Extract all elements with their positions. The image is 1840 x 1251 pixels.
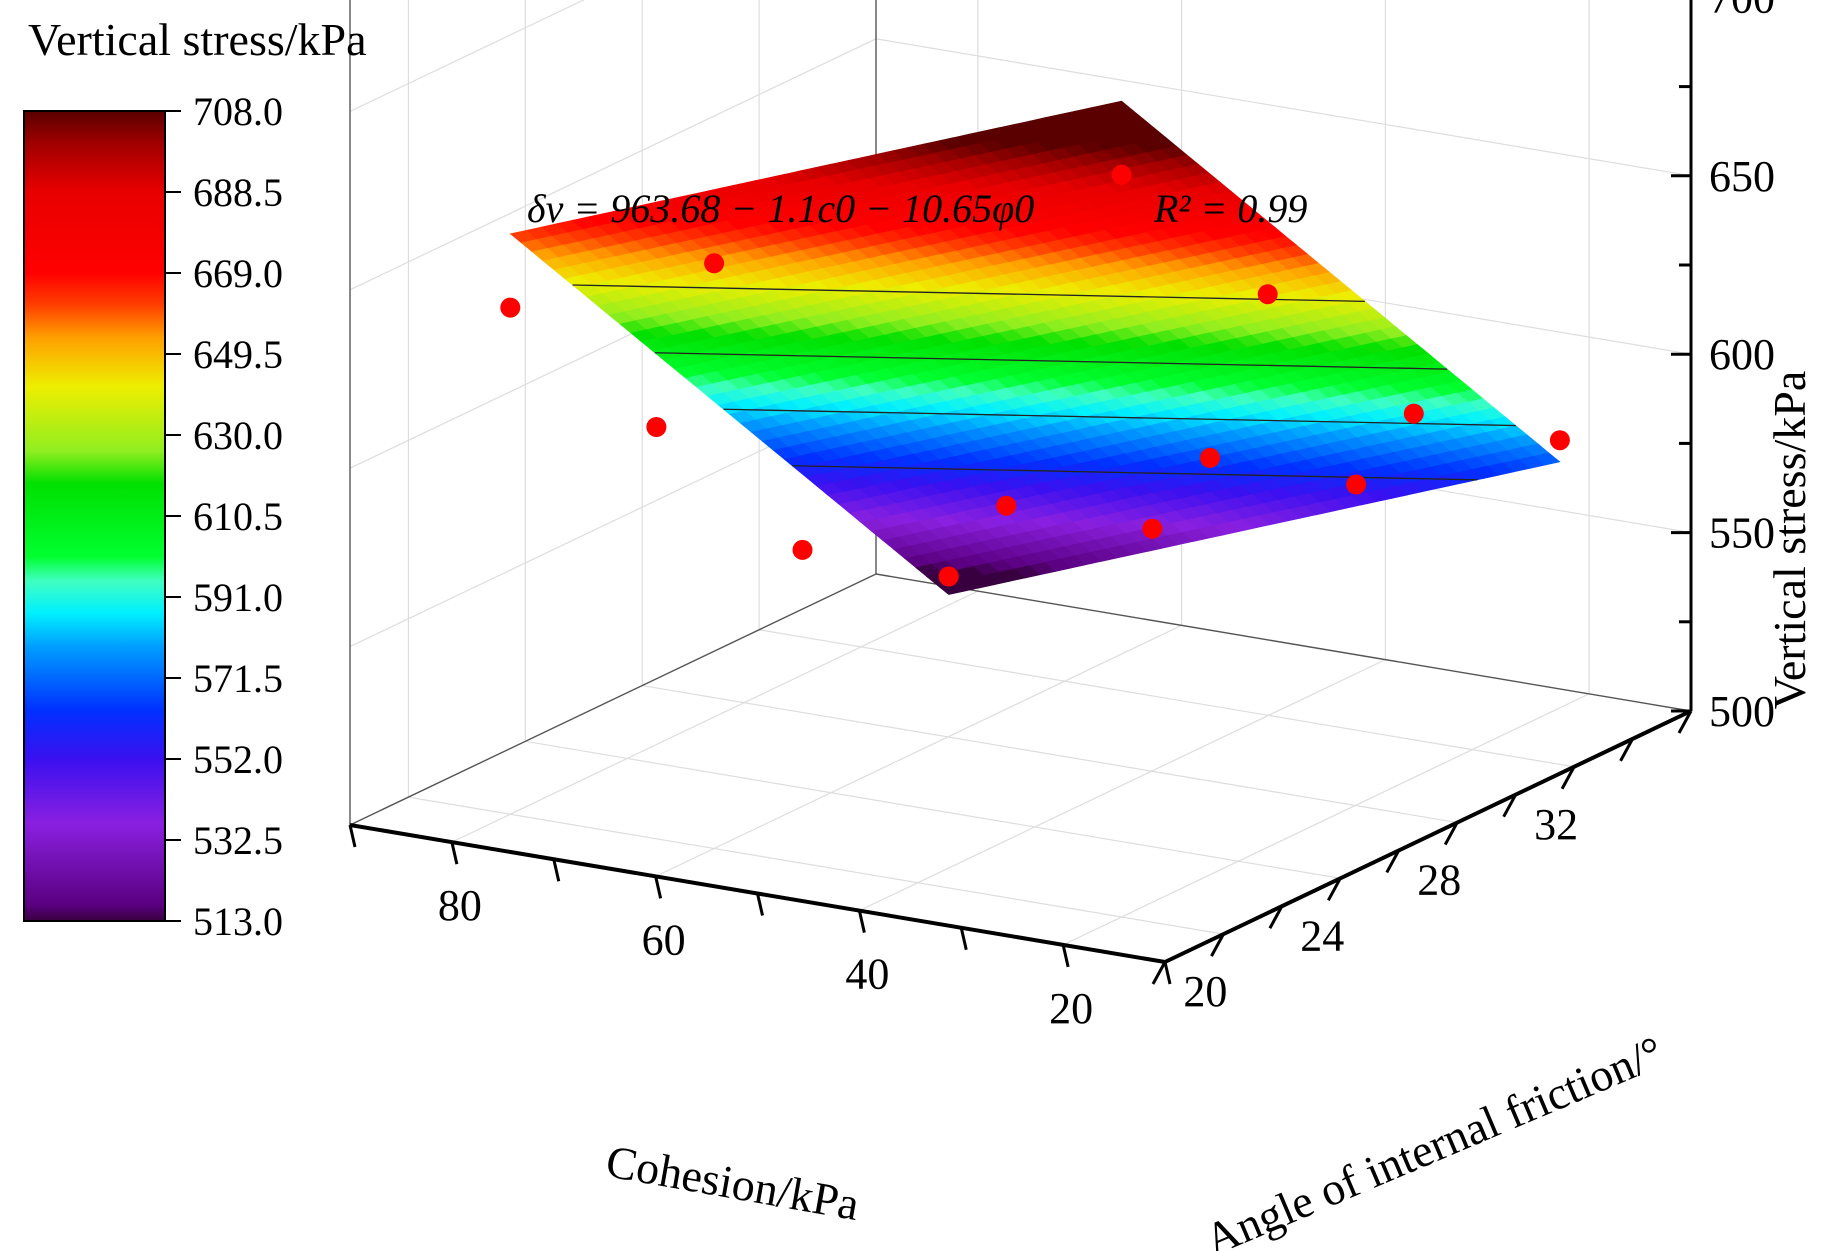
- cohesion-tick-mark: [756, 893, 764, 916]
- data-point: [646, 417, 667, 437]
- colorbar-title: Vertical stress/kPa: [28, 14, 367, 65]
- grid-line: [655, 624, 1182, 877]
- friction-tick-mark: [1443, 821, 1459, 846]
- data-point: [1257, 284, 1278, 305]
- colorbar-tick-label: 688.5: [193, 170, 283, 215]
- cohesion-tick-label: 80: [438, 881, 482, 930]
- contour-line: [654, 352, 1448, 370]
- data-point: [1200, 447, 1220, 468]
- grid-line: [349, 0, 585, 112]
- friction-tick-mark: [1677, 710, 1693, 734]
- colorbar: Vertical stress/kPa 708.0 688.5 669.0 649.5…: [23, 14, 367, 944]
- cohesion-tick-mark: [552, 858, 561, 882]
- colorbar-tick-label: 571.5: [193, 656, 283, 701]
- data-point: [704, 253, 725, 274]
- regression-equation: δv = 963.68 − 1.1c0 − 10.65φ0 R² = 0.99: [527, 186, 1307, 231]
- cohesion-tick-mark: [450, 841, 459, 865]
- stress-tick-label: 600: [1709, 330, 1775, 379]
- grid-line: [642, 684, 1458, 824]
- friction-tick-mark: [1502, 793, 1517, 818]
- friction-tick-label: 20: [1183, 967, 1227, 1016]
- cohesion-tick-label: 20: [1049, 984, 1093, 1033]
- cohesion-tick-mark: [1061, 944, 1070, 968]
- data-point: [1142, 518, 1163, 539]
- stress-tick-label: 550: [1709, 509, 1775, 558]
- contour-line: [723, 408, 1516, 427]
- stress-tick-label: 500: [1709, 687, 1775, 736]
- data-point: [1549, 430, 1570, 451]
- friction-tick-mark: [1560, 766, 1576, 790]
- data-point: [500, 297, 521, 318]
- friction-tick-mark: [1210, 933, 1225, 957]
- colorbar-tick-label: 630.0: [193, 413, 283, 458]
- grid-line: [408, 796, 1224, 935]
- friction-tick-mark: [1151, 961, 1167, 985]
- friction-tick-label: 32: [1534, 800, 1578, 849]
- frame-edge: [875, 573, 1692, 712]
- friction-axis: Angle of internal friction/° 20 24 28 32: [1151, 709, 1693, 1251]
- grid-line: [349, 38, 877, 291]
- friction-tick-label: 24: [1300, 911, 1344, 960]
- grid-line: [759, 629, 1575, 768]
- cohesion-tick-mark: [348, 824, 357, 848]
- friction-tick-mark: [1327, 877, 1342, 902]
- colorbar-tick-label: 708.0: [193, 89, 283, 134]
- friction-tick-mark: [1619, 738, 1634, 762]
- data-point: [907, 209, 928, 230]
- colorbar-tick-label: 513.0: [193, 899, 283, 944]
- colorbar-tick-label: 532.5: [193, 818, 283, 863]
- data-point: [938, 566, 959, 587]
- cohesion-tick-mark: [654, 876, 663, 899]
- data-point: [1111, 164, 1132, 185]
- friction-tick-mark: [1268, 905, 1284, 929]
- friction-tick-label: 28: [1417, 856, 1461, 905]
- friction-axis-title: Angle of internal friction/°: [1197, 1026, 1670, 1251]
- frame-edge: [349, 573, 877, 826]
- grid-line: [859, 659, 1386, 912]
- cohesion-axis-title: Cohesion/kPa: [602, 1135, 863, 1230]
- response-surface: [509, 100, 1561, 595]
- colorbar-tick-label: 591.0: [193, 575, 283, 620]
- cohesion-tick-label: 60: [642, 915, 686, 964]
- data-points: [500, 164, 1570, 587]
- stress-tick-label: 700: [1709, 0, 1775, 22]
- equation-text: δv = 963.68 − 1.1c0 − 10.65φ0: [527, 186, 1034, 231]
- cohesion-tick-mark: [1163, 961, 1172, 985]
- colorbar-tick-label: 552.0: [193, 737, 283, 782]
- grid-line: [451, 590, 979, 843]
- cohesion-tick-mark: [959, 927, 968, 951]
- stress-tick-label: 650: [1709, 152, 1775, 201]
- stress-axis: Vertical stress/kPa 500550600650700750: [1671, 0, 1815, 736]
- r-squared-text: R² = 0.99: [1153, 186, 1307, 231]
- grid-line: [525, 740, 1341, 879]
- cohesion-tick-label: 40: [845, 950, 889, 999]
- colorbar-swatch: [23, 110, 166, 922]
- grid-line: [875, 38, 1692, 177]
- colorbar-ticks: 708.0 688.5 669.0 649.5 630.0 610.5 591.0 571.5…: [165, 89, 283, 944]
- data-point: [996, 495, 1017, 516]
- stress-axis-title: Vertical stress/kPa: [1764, 371, 1815, 710]
- data-point: [792, 539, 813, 560]
- friction-axis-line: [1164, 709, 1692, 964]
- data-point: [1403, 403, 1424, 424]
- grid-line: [1062, 693, 1590, 946]
- colorbar-tick-label: 649.5: [193, 332, 283, 377]
- data-point: [1346, 474, 1367, 495]
- cohesion-tick-mark: [857, 910, 866, 933]
- cohesion-axis: Cohesion/kPa 20 40 60 80: [348, 823, 1172, 1230]
- contour-line: [572, 284, 1365, 303]
- colorbar-tick-label: 669.0: [193, 251, 283, 296]
- friction-tick-mark: [1385, 849, 1401, 874]
- colorbar-tick-label: 610.5: [193, 494, 283, 539]
